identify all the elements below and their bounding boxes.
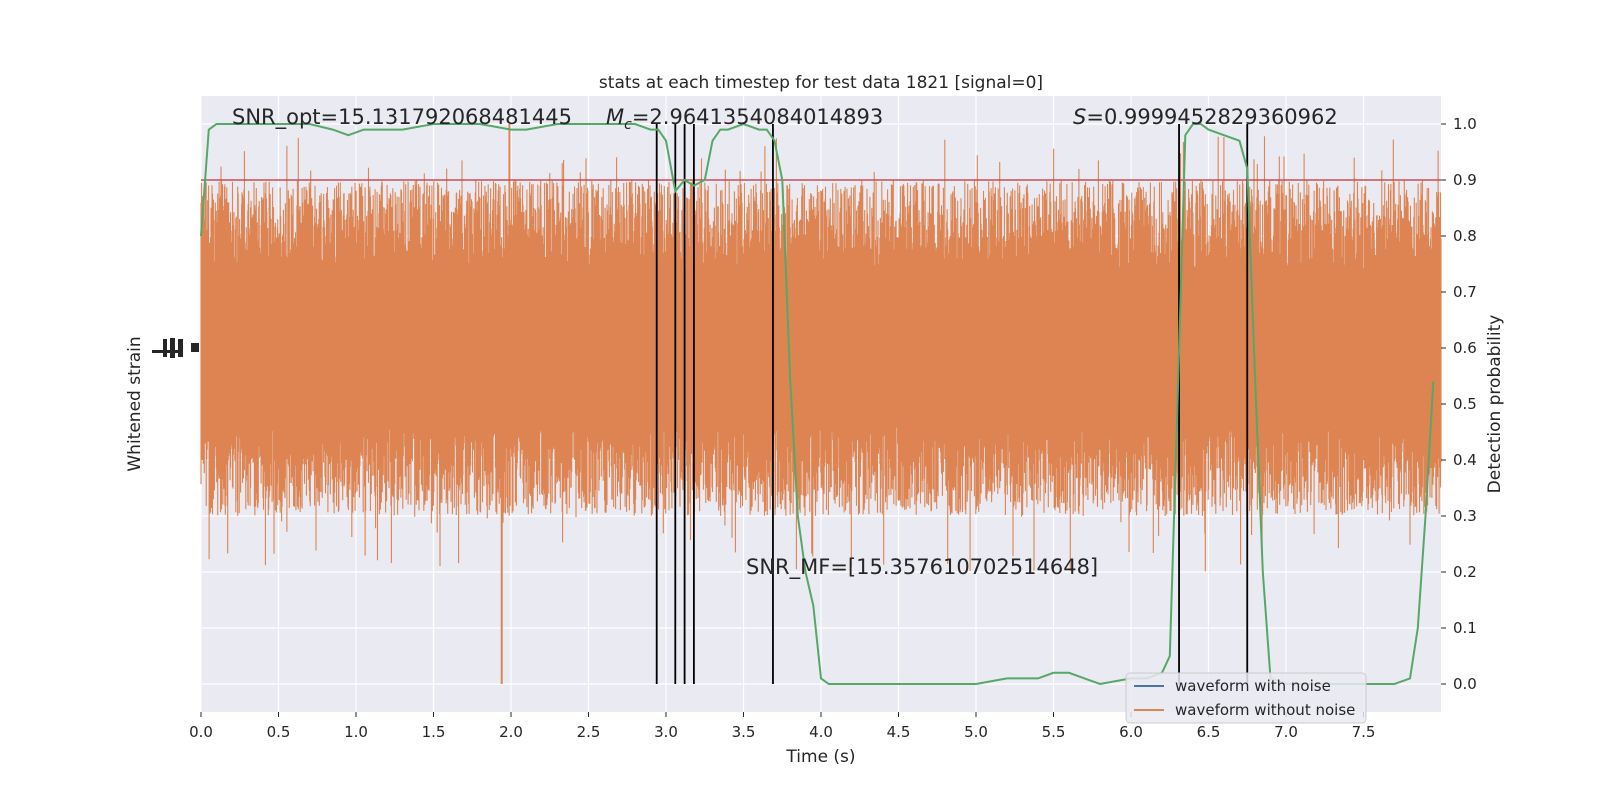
- chart-title: stats at each timestep for test data 182…: [599, 73, 1043, 93]
- y-right-tick-label-5: 0.5: [1453, 395, 1477, 413]
- y-axis-label-right: Detection probability: [1485, 315, 1505, 494]
- y-right-tick-label-0: 0.0: [1453, 675, 1477, 693]
- y-axis-label-left: Whitened strain: [125, 336, 145, 471]
- detection-probability-line: [200, 122, 1435, 686]
- x-tick-label-5: 2.5: [577, 723, 601, 741]
- x-tick-label-9: 4.5: [887, 723, 911, 741]
- x-tick-label-2: 1.0: [344, 723, 368, 741]
- x-tick-label-11: 5.5: [1042, 723, 1066, 741]
- y-right-tick-label-10: 1.0: [1453, 115, 1477, 133]
- x-tick-label-10: 5.0: [964, 723, 988, 741]
- legend: waveform with noise waveform without noi…: [1125, 672, 1367, 724]
- x-axis-label: Time (s): [785, 747, 855, 767]
- trigger-lines: [655, 124, 1249, 684]
- snr-mf-annotation: SNR_MF=[15.357610702514648]: [746, 555, 1098, 580]
- y-right-tick-label-4: 0.4: [1453, 451, 1477, 469]
- x-tick-label-6: 3.0: [654, 723, 678, 741]
- x-tick-label-7: 3.5: [732, 723, 756, 741]
- x-tick-label-13: 6.5: [1197, 723, 1221, 741]
- y-right-tick-label-6: 0.6: [1453, 339, 1477, 357]
- strain-series: [200, 124, 1442, 684]
- x-tick-label-12: 6.0: [1119, 723, 1143, 741]
- x-tick-label-8: 4.0: [809, 723, 833, 741]
- x-tick-label-1: 0.5: [267, 723, 291, 741]
- detection-probability-series: [200, 122, 1435, 686]
- x-tick-label-4: 2.0: [499, 723, 523, 741]
- chirp-mass-annotation: Mc=2.9641354084014893: [606, 105, 883, 133]
- x-tick-label-3: 1.5: [422, 723, 446, 741]
- snr-opt-annotation: SNR_opt=15.131792068481445: [232, 105, 572, 130]
- x-tick-label-14: 7.0: [1274, 723, 1298, 741]
- legend-label-without-noise: waveform without noise: [1175, 701, 1355, 719]
- y-right-tick-label-7: 0.7: [1453, 283, 1477, 301]
- x-tick-label-0: 0.0: [189, 723, 213, 741]
- legend-label-with-noise: waveform with noise: [1175, 677, 1331, 695]
- y-right-tick-label-2: 0.2: [1453, 563, 1477, 581]
- strain-trace: [200, 136, 1442, 572]
- y-right-tick-label-8: 0.8: [1453, 227, 1477, 245]
- x-tick-label-15: 7.5: [1352, 723, 1376, 741]
- y-right-tick-label-9: 0.9: [1453, 171, 1477, 189]
- legend-box: [1125, 672, 1367, 724]
- s-annotation: S=0.9999452829360962: [1073, 105, 1338, 129]
- left-axis-tick-cluster: [152, 338, 199, 358]
- y-right-tick-label-3: 0.3: [1453, 507, 1477, 525]
- y-right-tick-label-1: 0.1: [1453, 619, 1477, 637]
- axis-ticks: 0.0 0.5 1.0 1.5 2.0 2.5 3.0 3.5 4.0 4.5 5.0 5.5 6.0 6…: [189, 115, 1477, 741]
